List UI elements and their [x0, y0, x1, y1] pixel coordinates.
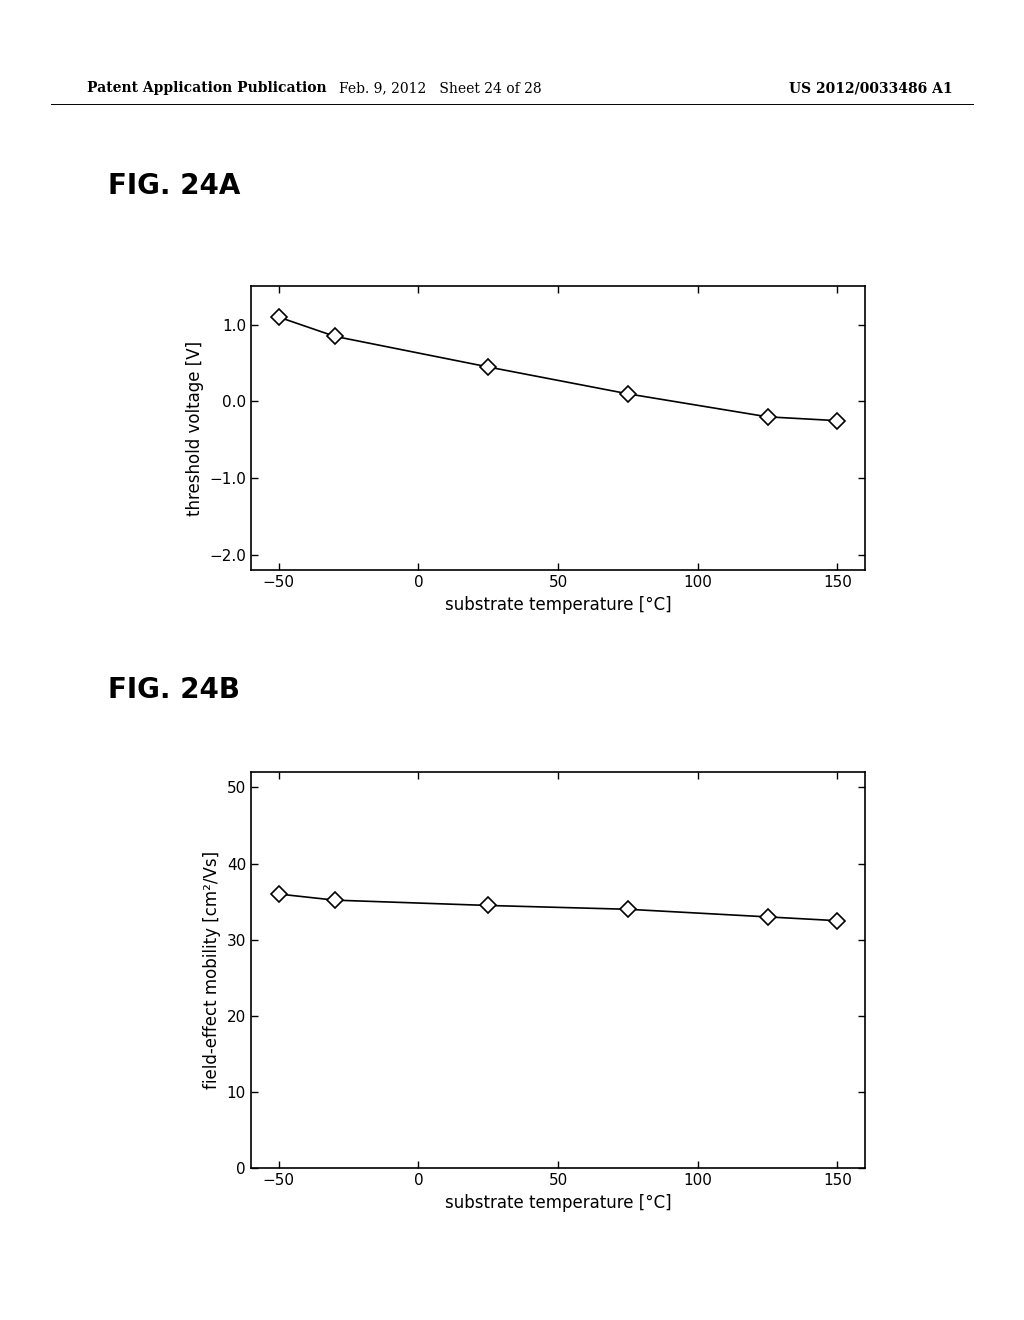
Y-axis label: threshold voltage [V]: threshold voltage [V]: [185, 341, 204, 516]
Text: US 2012/0033486 A1: US 2012/0033486 A1: [788, 82, 952, 95]
Y-axis label: field-effect mobility [cm²/Vs]: field-effect mobility [cm²/Vs]: [203, 851, 221, 1089]
X-axis label: substrate temperature [°C]: substrate temperature [°C]: [444, 595, 672, 614]
Text: Feb. 9, 2012   Sheet 24 of 28: Feb. 9, 2012 Sheet 24 of 28: [339, 82, 542, 95]
Text: FIG. 24A: FIG. 24A: [108, 172, 240, 199]
Text: Patent Application Publication: Patent Application Publication: [87, 82, 327, 95]
X-axis label: substrate temperature [°C]: substrate temperature [°C]: [444, 1193, 672, 1212]
Text: FIG. 24B: FIG. 24B: [108, 676, 240, 704]
